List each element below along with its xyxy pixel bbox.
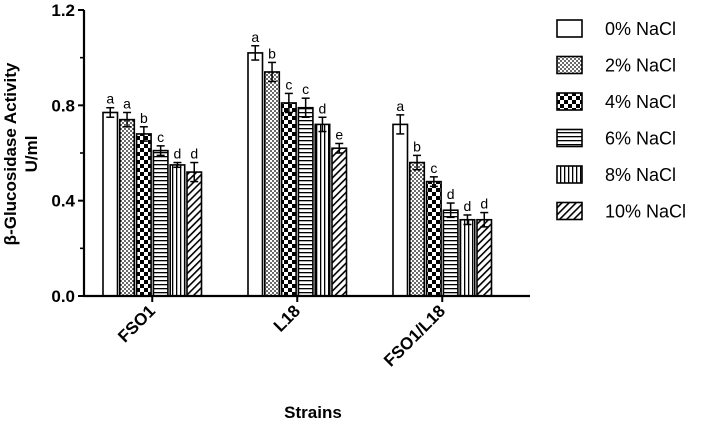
bar (247, 52, 264, 297)
y-axis-title-line2: U/ml (22, 136, 41, 173)
y-tick-label: 0.0 (51, 287, 75, 306)
bar (331, 147, 348, 297)
bar (392, 123, 409, 297)
significance-letter: d (447, 186, 455, 202)
significance-letter: b (268, 45, 276, 61)
legend-label: 0% NaCl (605, 19, 676, 39)
error-bar (335, 142, 344, 154)
error-bar (446, 202, 455, 219)
error-bar (139, 126, 148, 142)
significance-letter: c (430, 160, 437, 176)
y-axis-title: β-Glucosidase Activity U/ml (1, 62, 41, 245)
bar (263, 71, 281, 297)
significance-letter: c (302, 81, 309, 97)
legend-swatch (556, 165, 583, 184)
error-bar (284, 92, 293, 114)
bar (442, 209, 459, 297)
error-bar (156, 145, 165, 157)
bar (152, 149, 169, 297)
error-bar (251, 45, 260, 61)
significance-letter: c (285, 76, 292, 92)
legend-label: 6% NaCl (605, 129, 676, 149)
bar (476, 218, 493, 297)
legend-entry: 2% NaCl (556, 55, 676, 76)
significance-letter: e (335, 126, 343, 142)
bar (186, 171, 203, 297)
legend-entry: 0% NaCl (556, 19, 676, 39)
bar (314, 123, 331, 297)
significance-letter: a (396, 98, 404, 114)
bar (297, 106, 314, 297)
legend-swatch (556, 55, 583, 75)
error-bar (463, 214, 472, 226)
error-bar (413, 154, 422, 171)
error-bar (301, 97, 310, 118)
error-bar (429, 176, 438, 188)
error-bar (480, 211, 489, 228)
significance-letter: d (480, 196, 488, 212)
significance-letter: a (106, 91, 114, 107)
bar (169, 164, 186, 297)
category-label: FSO1/L18 (380, 301, 449, 370)
category-label: L18 (270, 301, 304, 335)
legend-entry: 8% NaCl (556, 165, 676, 185)
legend-label: 4% NaCl (605, 92, 676, 112)
bar (135, 133, 152, 297)
significance-letter: a (123, 95, 131, 111)
x-axis-title: Strains (284, 403, 342, 422)
bar (408, 161, 426, 297)
category-label: FSO1 (114, 301, 159, 346)
legend-swatch (556, 92, 583, 111)
legend: 0% NaCl 2% NaCl 4% NaCl 6% NaCl 8% NaCl 10% N… (556, 19, 686, 222)
legend-swatch (556, 19, 583, 38)
legend-swatch (556, 128, 583, 148)
significance-letter: d (464, 198, 472, 214)
error-bar (268, 61, 277, 83)
y-tick-label: 1.2 (51, 1, 75, 20)
error-bar (318, 116, 327, 133)
error-bar (123, 111, 132, 128)
error-bar (190, 161, 199, 183)
legend-entry: 10% NaCl (556, 201, 686, 222)
significance-letter: d (190, 146, 198, 162)
y-tick-label: 0.8 (51, 96, 75, 115)
y-axis-title-line1: β-Glucosidase Activity (1, 62, 20, 245)
legend-swatch (556, 201, 583, 221)
legend-entry: 6% NaCl (556, 128, 676, 149)
bar (459, 218, 476, 297)
legend-label: 2% NaCl (605, 56, 676, 76)
significance-letter: d (174, 146, 182, 162)
legend-entry: 4% NaCl (556, 92, 676, 112)
y-tick-label: 0.4 (51, 192, 75, 211)
error-bar (396, 114, 405, 135)
error-bar (106, 106, 115, 118)
bar (280, 102, 297, 297)
significance-letter: c (157, 129, 164, 145)
significance-letter: b (140, 110, 148, 126)
bar (119, 118, 136, 297)
significance-letter: a (251, 29, 259, 45)
legend-label: 8% NaCl (605, 165, 676, 185)
bar (425, 180, 442, 297)
bar (102, 111, 119, 297)
error-bar (173, 161, 182, 169)
significance-letter: d (319, 100, 327, 116)
legend-label: 10% NaCl (605, 202, 686, 222)
significance-letter: b (413, 138, 421, 154)
